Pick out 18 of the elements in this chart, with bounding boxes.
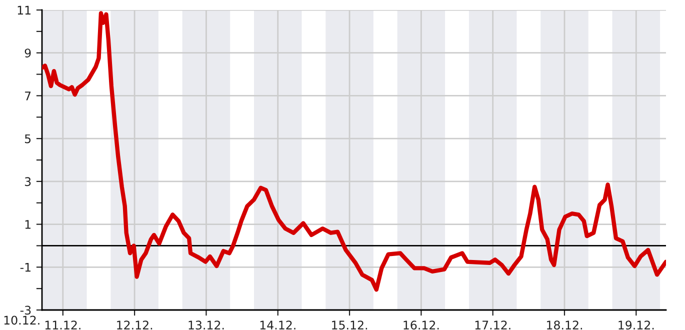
y-tick-label: 3 [24, 177, 31, 186]
x-tick-label: 16.12. [404, 320, 439, 330]
x-tick-label: 13.12. [188, 320, 224, 330]
y-tick-label: 1 [25, 220, 30, 229]
x-tick-label: 11.12. [45, 320, 80, 330]
y-tick-label: 9 [24, 48, 31, 58]
x-tick-label: 19.12. [618, 320, 654, 330]
x-tick-label: 14.12. [260, 320, 296, 330]
y-tick-label: 11 [18, 6, 30, 14]
x-tick-label: 12.12. [117, 320, 152, 330]
y-tick-label: -3 [20, 306, 31, 315]
x-tick-label: 17.12. [475, 320, 510, 330]
y-tick-label: 5 [24, 134, 31, 144]
y-tick-label: 7 [25, 92, 31, 100]
x-tick-label: 15.12. [332, 320, 368, 330]
x-tick-label: 18.12. [547, 320, 582, 330]
y-tick-label: -1 [20, 263, 30, 272]
text: 10.12. [4, 316, 40, 325]
